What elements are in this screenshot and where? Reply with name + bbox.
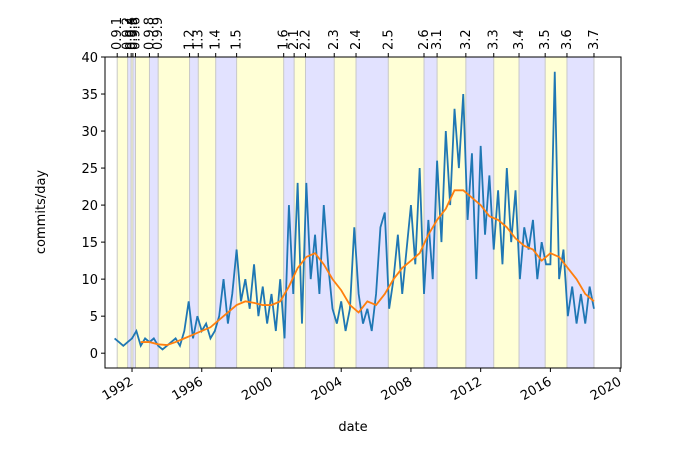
release-band (127, 57, 132, 368)
release-bands (116, 57, 595, 368)
release-label: 3.3 (487, 29, 502, 50)
plot-area (114, 71, 595, 351)
x-tick-label: 1992 (100, 374, 136, 404)
axes-frame (104, 56, 622, 369)
release-label: 1.6 (277, 29, 292, 50)
release-band (149, 57, 159, 368)
release-label: 2.6 (417, 29, 432, 50)
release-band (215, 57, 237, 368)
release-label: 2.1 (287, 29, 302, 50)
y-tick-label: 15 (81, 236, 98, 251)
release-label: 0.9.2 (121, 17, 136, 50)
release-band (388, 57, 425, 368)
y-tick-label: 35 (81, 88, 98, 103)
release-label: 3.6 (560, 29, 575, 50)
y-tick-label: 0 (90, 347, 98, 362)
release-label: 2.5 (381, 29, 396, 50)
release-band (465, 57, 494, 368)
release-band (519, 57, 546, 368)
release-band (132, 57, 136, 368)
release-label: 3.5 (538, 29, 553, 50)
release-label: 3.7 (587, 29, 602, 50)
x-tick-label: 1996 (170, 374, 206, 404)
x-tick-label: 2016 (518, 374, 554, 404)
release-band (131, 57, 133, 368)
release-band (437, 57, 466, 368)
y-tick-label: 25 (81, 162, 98, 177)
release-band (294, 57, 306, 368)
release-band (545, 57, 567, 368)
release-label: 1.4 (209, 29, 224, 50)
x-tick-label: 2008 (379, 374, 415, 404)
release-band (236, 57, 284, 368)
release-band (189, 57, 199, 368)
release-label: 3.1 (430, 29, 445, 50)
release-band (158, 57, 190, 368)
x-tick-label: 2004 (309, 374, 345, 404)
release-band (117, 57, 128, 368)
y-tick-label: 20 (81, 199, 98, 214)
release-band (424, 57, 438, 368)
release-band (305, 57, 335, 368)
release-label: 2.3 (327, 29, 342, 50)
y-tick-label: 5 (90, 310, 98, 325)
release-label: 3.4 (512, 29, 527, 50)
release-label: 1.2 (183, 29, 198, 50)
release-band (135, 57, 150, 368)
release-label: 0.9.5 (126, 17, 141, 50)
release-label: 2.2 (298, 29, 313, 50)
y-axis-label: commits/day (34, 170, 49, 255)
release-label: 0.9.6 (129, 17, 144, 50)
release-label: 0.9.1 (110, 17, 125, 50)
release-band (566, 57, 594, 368)
x-axis-label: date (338, 420, 367, 435)
y-tick-label: 30 (81, 125, 98, 140)
release-label: 0.9.8 (142, 17, 157, 50)
release-label: 1.3 (191, 29, 206, 50)
x-tick-label: 2020 (588, 374, 624, 404)
y-tick-label: 40 (81, 51, 98, 66)
x-tick-label: 2012 (449, 374, 485, 404)
release-band (198, 57, 216, 368)
release-label: 3.2 (459, 29, 474, 50)
release-label: 0.9.9 (151, 17, 166, 50)
release-band (493, 57, 520, 368)
y-tick-label: 10 (81, 273, 98, 288)
data-line (114, 71, 595, 351)
release-label: 1.5 (230, 29, 245, 50)
data-line (140, 189, 595, 346)
release-label: 0.9.4 (124, 17, 139, 50)
release-label: 2.4 (349, 29, 364, 50)
x-tick-label: 2000 (239, 374, 275, 404)
